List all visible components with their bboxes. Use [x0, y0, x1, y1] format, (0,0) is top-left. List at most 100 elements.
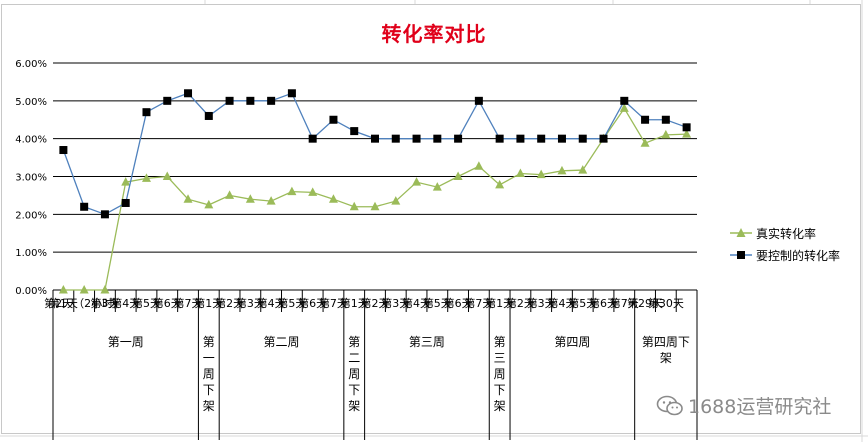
x-tick-label: 第7天: [610, 296, 639, 310]
square-marker-icon: [730, 249, 752, 261]
x-tick-label: 第4天: [402, 296, 431, 310]
data-point-target: [142, 108, 151, 117]
data-point-real: [328, 194, 338, 203]
data-point-real: [412, 177, 422, 186]
x-tick-label: 第2天: [506, 296, 535, 310]
data-point-target: [578, 134, 587, 143]
y-tick-label: 5.00%: [15, 97, 47, 108]
week-group-label: 第三周下架: [494, 335, 506, 413]
week-group-label: 第四周下架: [642, 335, 690, 365]
data-point-real: [640, 138, 650, 147]
data-point-real: [536, 169, 546, 179]
x-tick-label: 第1天: [340, 296, 369, 310]
data-point-target: [329, 115, 338, 124]
data-point-target: [474, 96, 483, 105]
wechat-icon: [656, 395, 684, 417]
x-tick-label: 第7天: [464, 296, 493, 310]
week-group-label: 第二周: [264, 335, 300, 349]
week-group-label: 第一周: [108, 335, 144, 349]
data-point-target: [391, 134, 400, 143]
y-tick-label: 3.00%: [15, 173, 47, 184]
data-point-target: [557, 134, 566, 143]
data-point-target: [516, 134, 525, 143]
data-point-real: [204, 199, 214, 209]
data-point-target: [371, 134, 379, 143]
x-tick-label: 第2天（2小时）: [44, 296, 124, 310]
data-point-target: [225, 96, 234, 105]
x-tick-label: 第4天: [111, 296, 140, 310]
x-tick-label: 第2天: [361, 296, 390, 310]
legend-label-real: 真实转化率: [756, 226, 817, 241]
legend-item-target: 要控制的转化率: [730, 244, 840, 266]
data-point-target: [308, 134, 317, 143]
data-point-real: [121, 177, 131, 186]
data-point-target: [641, 115, 650, 124]
y-tick-label: 1.00%: [15, 248, 47, 259]
x-tick-label: 第6天: [589, 296, 618, 310]
x-tick-label: 第7天: [174, 296, 203, 310]
data-point-real: [308, 187, 318, 196]
data-point-real: [162, 171, 172, 180]
data-point-target: [163, 96, 172, 105]
data-point-target: [661, 115, 670, 124]
x-tick-label: 第5天: [132, 296, 161, 310]
data-point-real: [349, 201, 359, 211]
data-point-real: [79, 285, 89, 294]
data-point-real: [578, 165, 588, 174]
chart-title: 转化率对比: [381, 22, 487, 46]
x-tick-label: 第5天: [277, 296, 306, 310]
week-group-label: 第三周: [409, 335, 445, 349]
y-tick-label: 2.00%: [15, 210, 47, 221]
x-tick-label: 第3天: [90, 296, 119, 310]
watermark: 1688运营研究社: [656, 392, 831, 419]
data-point-real: [682, 129, 692, 138]
legend-item-real: 真实转化率: [730, 222, 840, 244]
week-group-label: 第四周: [554, 335, 590, 349]
data-point-real: [245, 194, 255, 203]
data-point-real: [183, 194, 193, 203]
data-point-real: [266, 196, 276, 205]
data-point-target: [267, 96, 276, 105]
x-tick-label: 第3天: [527, 296, 556, 310]
x-tick-label: 第5天: [423, 296, 452, 310]
data-point-target: [537, 134, 546, 143]
x-tick-label: 第29天: [627, 296, 663, 310]
x-tick-label: 第1天: [485, 296, 514, 310]
x-tick-label: 第2天: [215, 296, 244, 310]
triangle-marker-icon: [730, 227, 752, 239]
x-tick-label: 第7天: [319, 296, 348, 310]
x-tick-label: 第1天: [49, 296, 78, 310]
data-point-target: [682, 123, 691, 132]
x-tick-label: 第1天: [194, 296, 223, 310]
data-point-real: [557, 165, 567, 175]
data-point-target: [620, 96, 629, 105]
data-point-real: [619, 103, 629, 112]
data-point-target: [350, 127, 359, 136]
legend-label-target: 要控制的转化率: [756, 248, 841, 263]
watermark-text: 1688运营研究社: [688, 396, 832, 418]
data-point-real: [141, 173, 151, 182]
y-tick-label: 0.00%: [15, 286, 47, 297]
data-point-real: [391, 196, 401, 205]
x-tick-label: 第4天: [257, 296, 286, 310]
data-point-target: [454, 134, 463, 143]
week-group-label: 第一周下架: [203, 335, 215, 413]
data-point-real: [453, 171, 463, 180]
data-point-real: [287, 186, 297, 196]
data-point-target: [184, 89, 193, 98]
data-point-real: [58, 285, 68, 294]
data-point-target: [204, 111, 213, 120]
data-point-real: [474, 161, 484, 170]
data-point-target: [287, 89, 296, 98]
chart-area: [1, 4, 861, 434]
x-tick-label: 第3天: [381, 296, 410, 310]
data-point-target: [121, 198, 130, 207]
data-point-real: [515, 168, 525, 177]
data-point-target: [599, 134, 608, 143]
x-tick-label: 第6天: [444, 296, 473, 310]
x-tick-label: 第6天: [298, 296, 327, 310]
data-point-target: [100, 210, 109, 219]
data-point-target: [59, 146, 68, 155]
